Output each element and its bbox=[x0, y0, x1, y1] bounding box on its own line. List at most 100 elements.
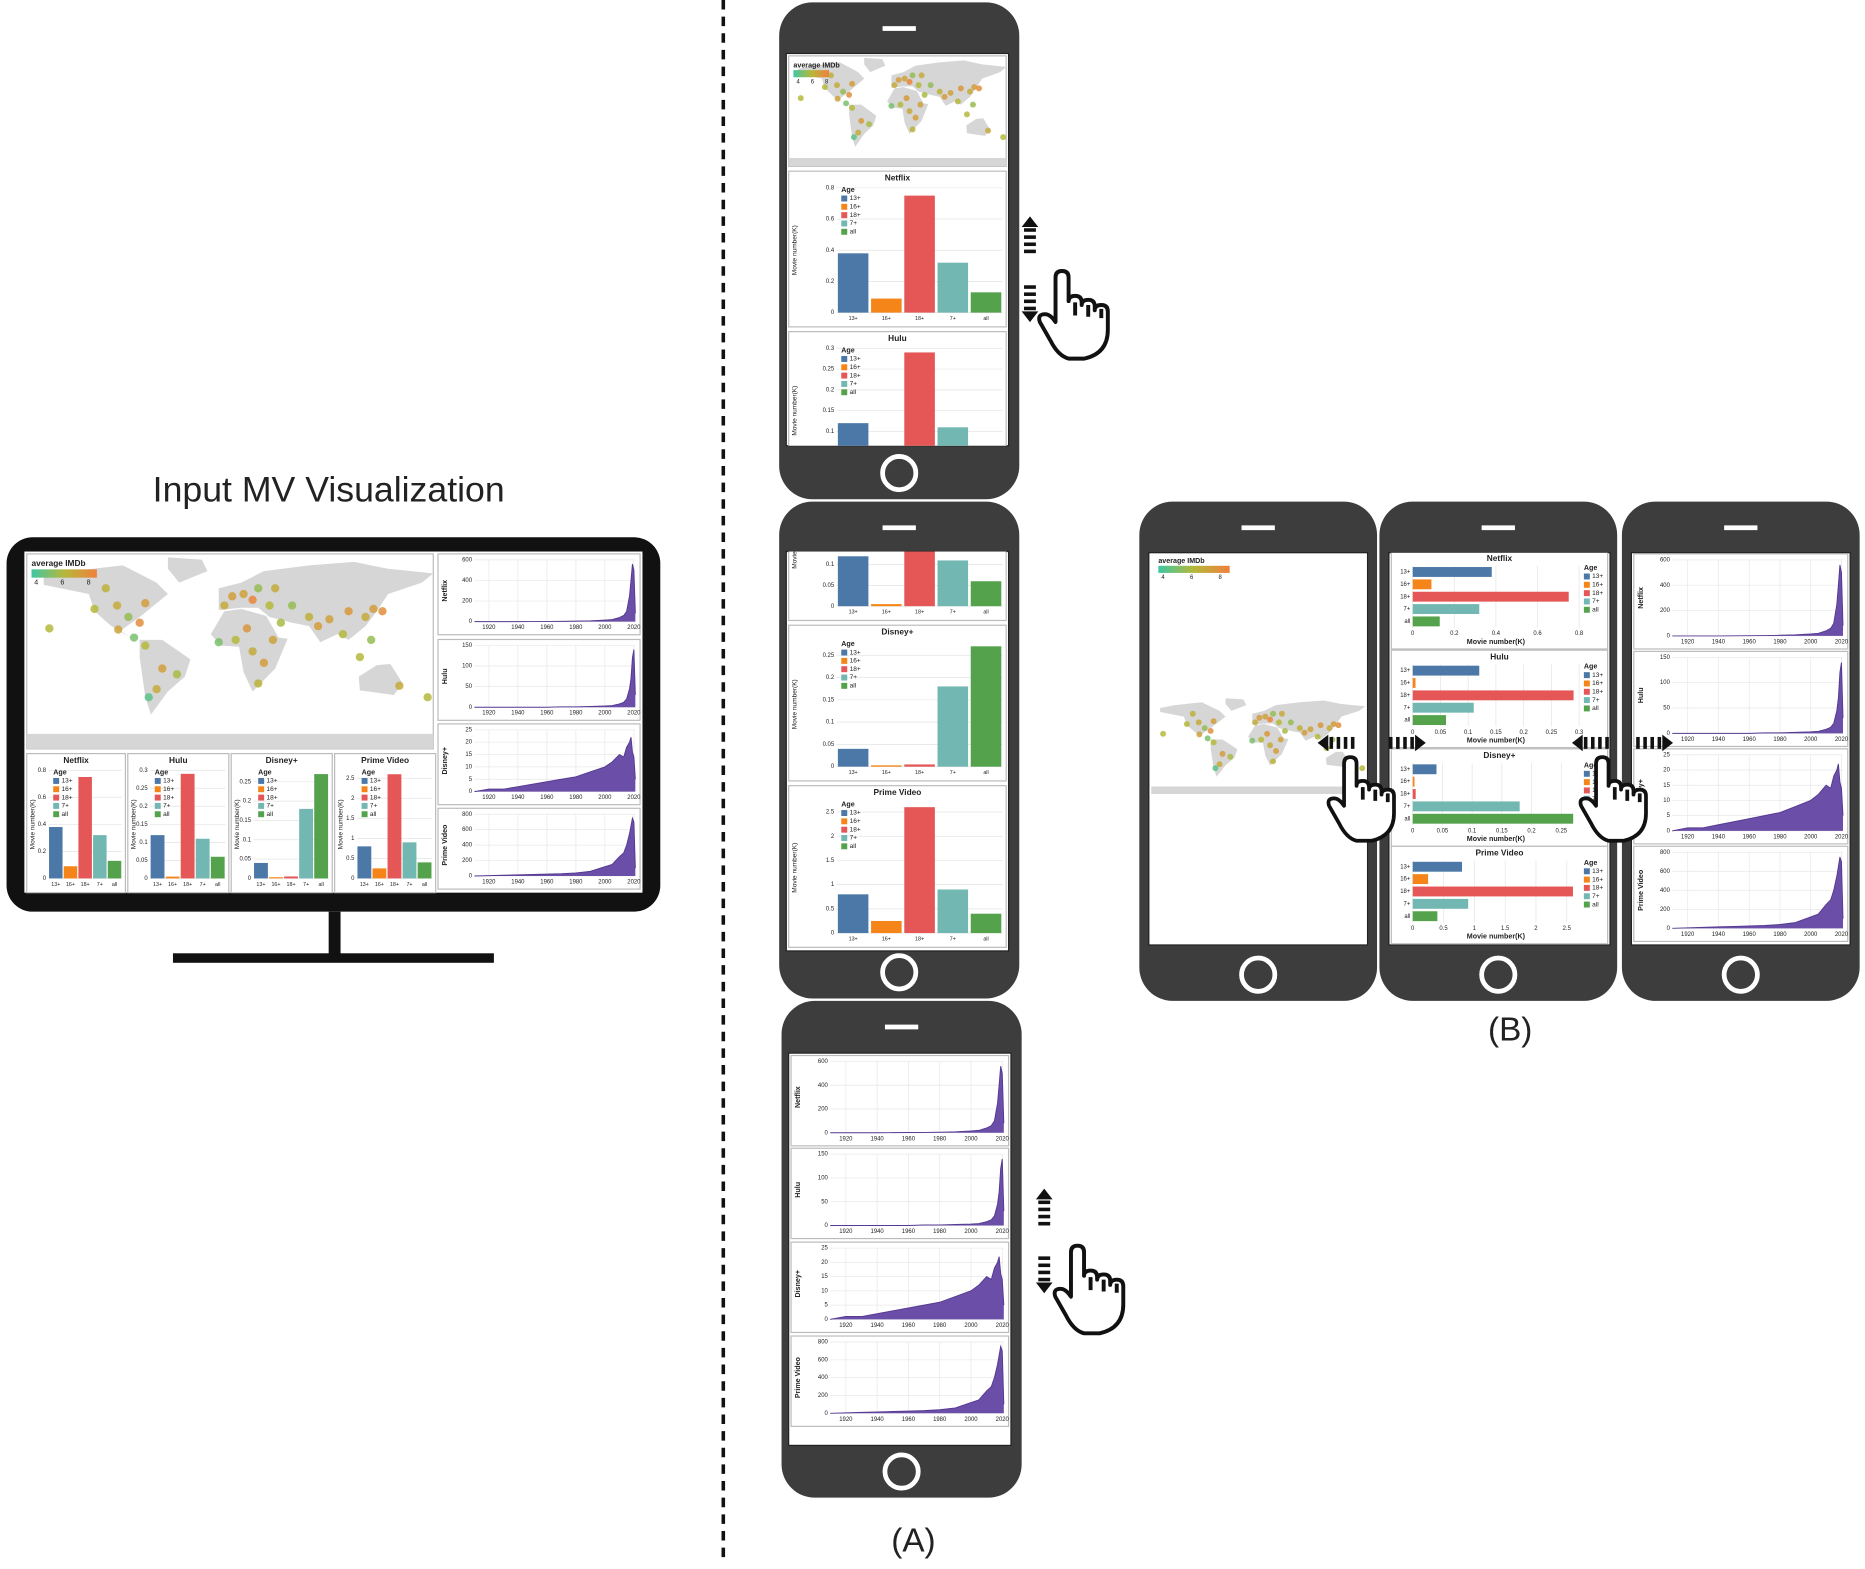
bar bbox=[970, 581, 1002, 607]
y-tick-label: 0 bbox=[831, 604, 835, 610]
x-tick-label: 1920 bbox=[1681, 932, 1695, 938]
map-point bbox=[304, 612, 314, 622]
land bbox=[1225, 698, 1247, 711]
phone-speaker bbox=[882, 525, 916, 531]
legend-title: Age bbox=[1584, 761, 1597, 769]
x-tick-label: 1920 bbox=[839, 1417, 853, 1423]
legend-label: 16+ bbox=[1592, 582, 1603, 589]
legend-swatch bbox=[841, 364, 848, 371]
legend-tick-label: 4 bbox=[34, 578, 38, 586]
x-tick-label: 2020 bbox=[1835, 834, 1849, 840]
area-line bbox=[830, 1158, 1005, 1226]
x-tick-label: 2000 bbox=[964, 1417, 978, 1423]
x-tick-label: 1960 bbox=[1743, 639, 1757, 645]
chart-panel bbox=[788, 331, 1007, 446]
map-point bbox=[866, 121, 873, 128]
x-tick-label: 7+ bbox=[950, 610, 956, 616]
x-tick-label: 0 bbox=[1411, 730, 1415, 736]
y-tick-label: all bbox=[1404, 619, 1410, 625]
legend-swatch bbox=[1583, 590, 1590, 597]
bar bbox=[402, 842, 417, 879]
arrow-dash bbox=[1024, 228, 1036, 232]
y-tick-label: 18+ bbox=[1400, 889, 1411, 895]
y-tick-label: 10 bbox=[1663, 798, 1670, 804]
y-axis-label: Movie number(K) bbox=[791, 386, 798, 436]
y-tick-label: 0.2 bbox=[826, 387, 834, 393]
y-tick-label: 0 bbox=[831, 764, 835, 770]
x-tick-label: 1940 bbox=[1712, 737, 1726, 743]
legend-label: 13+ bbox=[163, 778, 174, 785]
chart-title: Prime Video bbox=[361, 755, 409, 765]
x-tick-label: 0.05 bbox=[1435, 730, 1447, 736]
legend-swatch bbox=[841, 212, 848, 219]
map-point bbox=[242, 624, 252, 633]
x-tick-label: 2020 bbox=[1835, 737, 1849, 743]
area bbox=[830, 1346, 1004, 1414]
y-axis-label: Movie number(K) bbox=[791, 519, 798, 569]
x-tick-label: 1920 bbox=[1681, 834, 1695, 840]
map-point bbox=[947, 89, 954, 96]
arrow-head bbox=[1571, 734, 1583, 752]
legend-tick-label: 8 bbox=[1218, 575, 1222, 581]
y-tick-label: 13+ bbox=[1400, 570, 1411, 576]
y-tick-label: 0 bbox=[1667, 828, 1671, 834]
bar bbox=[299, 808, 314, 879]
map-point bbox=[1249, 737, 1256, 744]
arrow-dash bbox=[1350, 736, 1355, 749]
x-tick-label: all bbox=[318, 882, 323, 888]
legend-swatch bbox=[841, 355, 848, 362]
x-tick-label: 13+ bbox=[849, 610, 858, 616]
x-tick-label: 1920 bbox=[839, 1323, 853, 1329]
chart-title: Disney+ bbox=[881, 627, 913, 637]
map-point bbox=[827, 72, 834, 79]
legend-label: 16+ bbox=[1592, 876, 1603, 883]
bar bbox=[1412, 911, 1438, 922]
legend-swatch bbox=[841, 843, 848, 850]
x-tick-label: 2 bbox=[1534, 926, 1537, 932]
x-tick-label: 13+ bbox=[256, 882, 265, 888]
y-tick-label: 0.4 bbox=[38, 822, 47, 828]
map-point bbox=[1267, 742, 1274, 749]
map-point bbox=[220, 601, 229, 610]
y-tick-label: 200 bbox=[818, 1393, 829, 1399]
map-point bbox=[228, 592, 237, 601]
legend-label: 7+ bbox=[1592, 893, 1600, 900]
x-tick-label: all bbox=[112, 882, 117, 888]
x-tick-label: 18+ bbox=[915, 770, 924, 776]
legend-label: 18+ bbox=[1592, 590, 1603, 597]
legend-swatch bbox=[841, 203, 848, 210]
y-tick-label: 1.5 bbox=[346, 816, 355, 822]
legend-swatch bbox=[361, 811, 368, 818]
legend-swatch bbox=[841, 372, 848, 379]
bar bbox=[93, 835, 107, 879]
map-point bbox=[1201, 725, 1208, 732]
x-tick-label: 1960 bbox=[902, 1229, 916, 1235]
hand-gesture bbox=[1578, 755, 1648, 843]
legend-label: 7+ bbox=[1592, 598, 1600, 605]
x-tick-label: 1960 bbox=[540, 795, 554, 801]
map-point bbox=[915, 82, 922, 89]
bar bbox=[1412, 567, 1492, 577]
y-tick-label: 1 bbox=[831, 882, 835, 888]
y-tick-label: 50 bbox=[465, 684, 472, 690]
legend-title: Age bbox=[1584, 564, 1597, 572]
bar bbox=[937, 427, 969, 446]
gesture-arrow bbox=[1021, 285, 1039, 323]
legend-swatch bbox=[1583, 770, 1590, 777]
bar bbox=[937, 686, 969, 767]
map-point bbox=[849, 80, 856, 87]
y-tick-label: 25 bbox=[821, 1246, 828, 1252]
map-point bbox=[834, 82, 840, 89]
x-tick-label: 1940 bbox=[511, 880, 525, 886]
bar bbox=[837, 748, 869, 767]
x-tick-label: 7+ bbox=[950, 770, 956, 776]
land bbox=[1252, 700, 1366, 741]
y-tick-label: 0.05 bbox=[136, 858, 148, 864]
legend-swatch bbox=[841, 835, 848, 841]
arrow-dash bbox=[1388, 736, 1393, 749]
y-tick-label: 800 bbox=[462, 812, 473, 818]
gesture-arrow bbox=[1035, 1188, 1053, 1226]
x-tick-label: 0.2 bbox=[1527, 828, 1535, 834]
y-axis-label: Hulu bbox=[441, 668, 449, 684]
map-point bbox=[254, 679, 263, 688]
